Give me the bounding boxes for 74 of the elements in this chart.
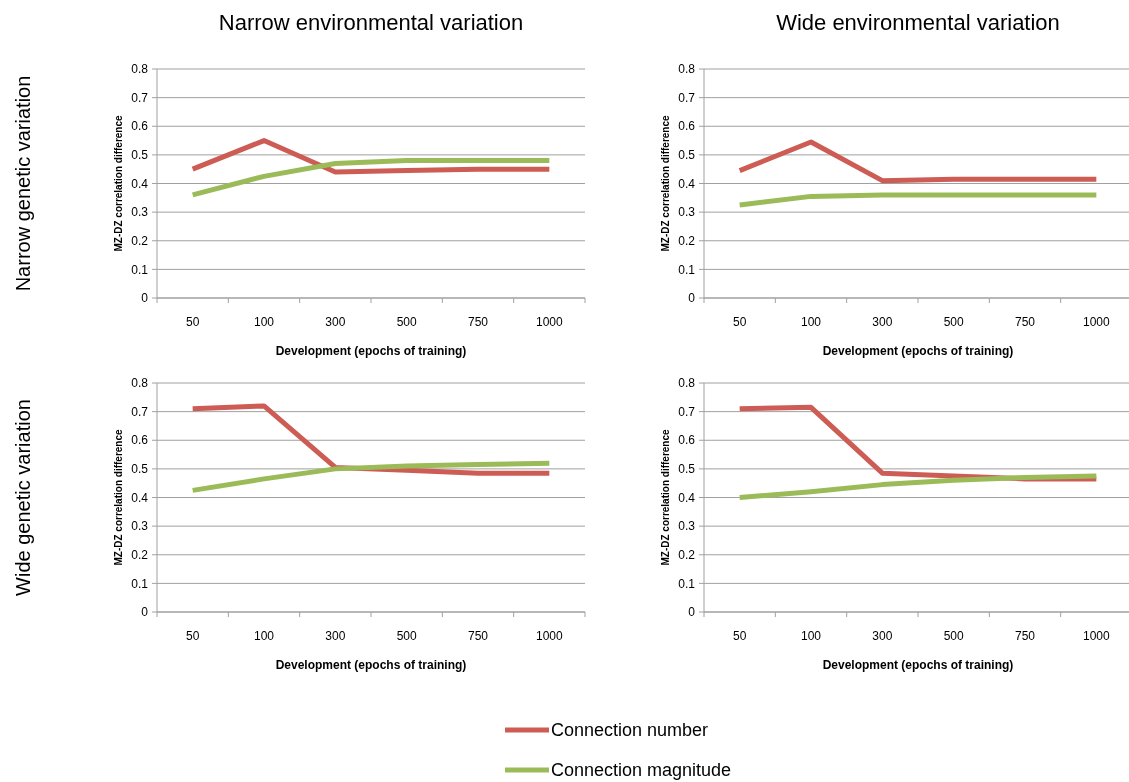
x-tick-label: 300	[325, 315, 346, 329]
y-tick-label: 0.1	[131, 262, 149, 277]
y-tick-label: 0.3	[131, 205, 149, 220]
x-tick-label: 500	[396, 315, 417, 329]
y-tick-label: 0	[141, 605, 149, 620]
x-tick-label: 50	[732, 629, 747, 643]
y-axis-title: MZ-DZ correlation difference	[113, 115, 124, 252]
y-tick-label: 0.5	[678, 148, 696, 163]
x-axis-title: Development (epochs of training)	[275, 658, 467, 672]
y-tick-label: 0.4	[678, 176, 696, 191]
y-tick-label: 0.2	[131, 547, 149, 562]
y-tick-label: 0.3	[678, 205, 696, 220]
y-tick-label: 0.3	[131, 519, 149, 534]
x-tick-label: 500	[396, 629, 417, 643]
y-tick-label: 0	[688, 291, 696, 306]
y-tick-label: 0.4	[131, 176, 149, 191]
x-tick-label: 750	[467, 629, 489, 643]
chart-title: Wide environmental variation	[776, 10, 1060, 35]
y-tick-label: 0.2	[678, 547, 696, 562]
x-tick-label: 100	[800, 315, 822, 329]
y-tick-label: 0.6	[131, 433, 149, 448]
y-tick-label: 0.4	[678, 490, 696, 505]
y-tick-label: 0.4	[131, 490, 149, 505]
y-tick-label: 0.6	[678, 433, 696, 448]
y-tick-label: 0.7	[131, 90, 149, 105]
x-tick-label: 50	[732, 315, 747, 329]
x-tick-label: 300	[872, 629, 893, 643]
x-tick-label: 300	[325, 629, 346, 643]
y-tick-label: 0.2	[131, 233, 149, 248]
y-tick-label: 0.7	[131, 404, 149, 419]
x-tick-label: 500	[943, 315, 964, 329]
y-tick-label: 0.1	[131, 576, 149, 591]
y-tick-label: 0.1	[678, 262, 696, 277]
y-tick-label: 0.8	[131, 62, 149, 77]
x-tick-label: 750	[1014, 629, 1036, 643]
y-tick-label: 0.5	[678, 462, 696, 477]
x-tick-label: 500	[943, 629, 964, 643]
y-tick-label: 0	[688, 605, 696, 620]
y-tick-label: 0	[141, 291, 149, 306]
y-tick-label: 0.8	[678, 376, 696, 391]
x-tick-label: 300	[872, 315, 893, 329]
x-tick-label: 1000	[535, 315, 563, 329]
y-tick-label: 0.6	[131, 119, 149, 134]
x-tick-label: 50	[185, 315, 200, 329]
x-tick-label: 1000	[1082, 629, 1110, 643]
x-axis-title: Development (epochs of training)	[822, 344, 1014, 358]
y-tick-label: 0.6	[678, 119, 696, 134]
x-tick-label: 100	[800, 629, 822, 643]
legend-label: Connection magnitude	[551, 760, 732, 781]
x-tick-label: 100	[253, 629, 275, 643]
y-axis-title: MZ-DZ correlation difference	[113, 429, 124, 566]
x-axis-title: Development (epochs of training)	[822, 658, 1014, 672]
y-tick-label: 0.1	[678, 576, 696, 591]
y-tick-label: 0.7	[678, 90, 696, 105]
chart-title: Narrow environmental variation	[218, 10, 524, 35]
x-tick-label: 1000	[1082, 315, 1110, 329]
legend-label: Connection number	[551, 720, 709, 741]
x-tick-label: 1000	[535, 629, 563, 643]
text: Wide genetic variation	[12, 399, 34, 596]
x-tick-label: 750	[467, 315, 489, 329]
text: Narrow genetic variation	[12, 75, 34, 292]
y-tick-label: 0.8	[678, 62, 696, 77]
x-tick-label: 50	[185, 629, 200, 643]
x-axis-title: Development (epochs of training)	[275, 344, 467, 358]
y-tick-label: 0.7	[678, 404, 696, 419]
x-tick-label: 750	[1014, 315, 1036, 329]
y-tick-label: 0.5	[131, 148, 149, 163]
y-axis-title: MZ-DZ correlation difference	[660, 115, 671, 252]
y-tick-label: 0.2	[678, 233, 696, 248]
y-tick-label: 0.8	[131, 376, 149, 391]
x-tick-label: 100	[253, 315, 275, 329]
y-axis-title: MZ-DZ correlation difference	[660, 429, 671, 566]
y-tick-label: 0.5	[131, 462, 149, 477]
y-tick-label: 0.3	[678, 519, 696, 534]
